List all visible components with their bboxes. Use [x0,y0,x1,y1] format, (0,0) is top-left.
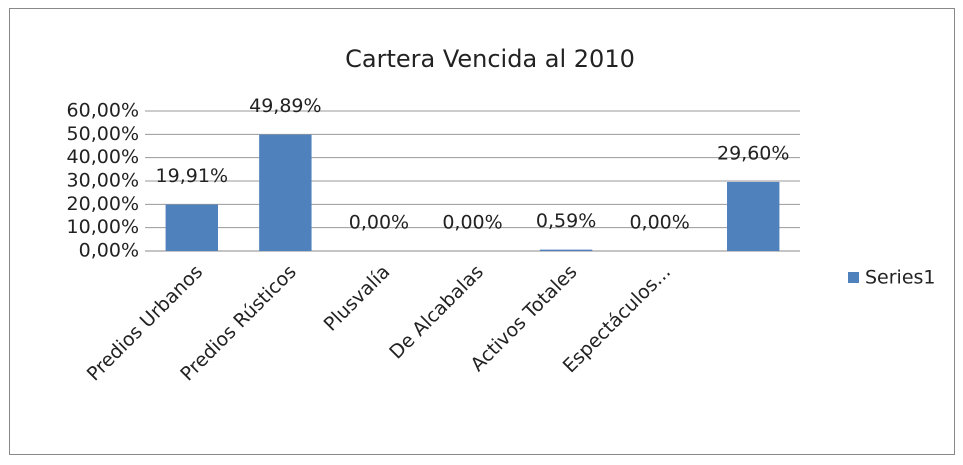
data-label: 0,59% [536,210,596,232]
legend-swatch [848,272,859,283]
y-tick-label: 10,00% [67,216,139,238]
data-label: 19,91% [156,165,228,187]
y-tick-label: 0,00% [79,240,139,262]
bar [259,134,312,251]
y-tick-label: 60,00% [67,100,139,122]
data-label: 0,00% [349,212,409,234]
data-label: 0,00% [629,212,689,234]
bar [165,204,218,251]
y-tick-label: 50,00% [67,123,139,145]
legend-label: Series1 [865,267,936,289]
bar [539,249,593,251]
data-label: 0,00% [442,212,502,234]
y-tick-label: 20,00% [67,193,139,215]
y-tick-label: 40,00% [67,146,139,168]
data-label: 49,89% [249,95,321,117]
chart-title: Cartera Vencida al 2010 [345,45,635,73]
bar [727,181,780,251]
data-label: 29,60% [717,142,789,164]
y-tick-label: 30,00% [67,170,139,192]
